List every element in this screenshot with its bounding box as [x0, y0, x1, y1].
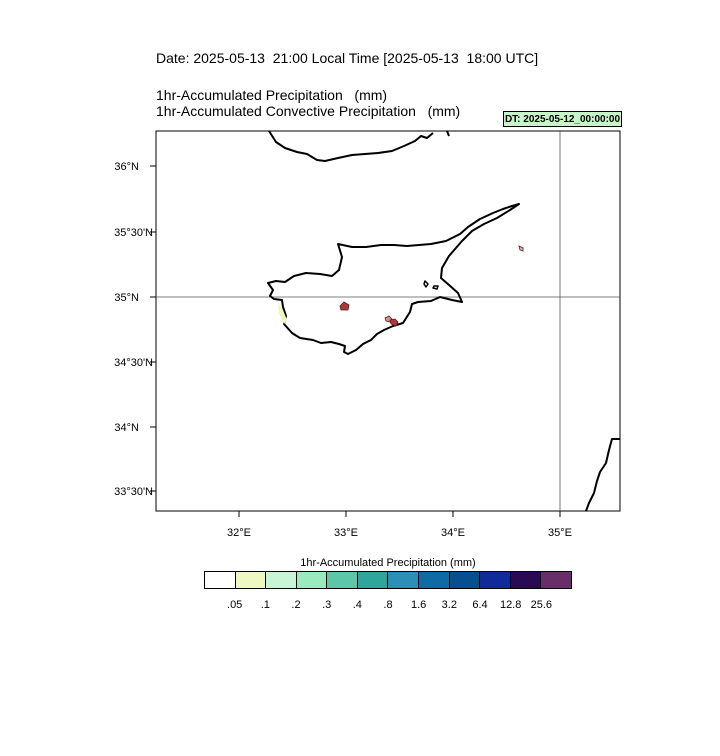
colorbar-swatch [296, 572, 328, 588]
colorbar-label: .05 [227, 599, 243, 611]
colorbar-swatch [449, 572, 481, 588]
lat-tick-label: 34°N [114, 422, 139, 434]
precip-cell-limassol-2 [389, 318, 399, 327]
precip-cell-east [518, 245, 524, 252]
colorbar-title: 1hr-Accumulated Precipitation (mm) [300, 557, 476, 569]
lon-tick-label: 32°E [227, 527, 251, 539]
lon-axis: 32°E 33°E 34°E 35°E [227, 511, 572, 539]
precip-cell-troodos [339, 301, 350, 311]
light-precip-area [278, 303, 287, 324]
colorbar-swatch [480, 572, 511, 588]
colorbar-label: .2 [291, 599, 301, 611]
lat-tick-label: 36°N [114, 161, 139, 173]
colorbar-swatch [205, 572, 236, 588]
colorbar-label: .8 [383, 599, 393, 611]
lat-tick-label: 35°30'N [114, 227, 153, 239]
date-title: Date: 2025-05-13 21:00 Local Time [2025-… [156, 50, 539, 66]
colorbar-swatch [357, 572, 389, 588]
field-title-precip: 1hr-Accumulated Precipitation (mm) [156, 87, 388, 103]
colorbar-label: 6.4 [472, 599, 488, 611]
cyprus-coastline [267, 203, 520, 355]
colorbar-swatch [419, 572, 450, 588]
coastlines [267, 130, 620, 512]
lat-tick-label: 33°30'N [114, 486, 153, 498]
levant-coastline [585, 438, 620, 512]
lon-tick-label: 33°E [334, 527, 358, 539]
colorbar-label: 1.6 [411, 599, 427, 611]
colorbar-swatch [541, 572, 571, 588]
colorbar-swatch [388, 572, 420, 588]
colorbar-label: 25.6 [530, 599, 553, 611]
colorbar-label: .3 [322, 599, 332, 611]
lon-tick-label: 34°E [441, 527, 465, 539]
colorbar-label: .1 [260, 599, 270, 611]
cyprus-islet [423, 280, 429, 288]
colorbar-label: .4 [352, 599, 362, 611]
colorbar-swatch [327, 572, 358, 588]
precip-cells [339, 245, 524, 327]
lat-tick-label: 34°30'N [114, 357, 153, 369]
field-title-convective: 1hr-Accumulated Convective Precipitation… [156, 103, 461, 119]
colorbar-swatch [235, 572, 267, 588]
turkey-coastline-east [446, 130, 450, 137]
lat-tick-label: 35°N [114, 292, 139, 304]
cyprus-islet-2 [432, 285, 439, 290]
map-frame [155, 130, 621, 512]
dt-stamp-badge: DT: 2025-05-12_00:00:00 [503, 111, 622, 127]
lat-axis: 36°N 35°30'N 35°N 34°30'N 34°N 33°30'N [114, 161, 156, 498]
colorbar [204, 571, 572, 589]
colorbar-swatch [266, 572, 297, 588]
colorbar-label: 12.8 [499, 599, 522, 611]
colorbar-label: 3.2 [441, 599, 457, 611]
colorbar-swatch [510, 572, 542, 588]
lon-tick-label: 35°E [548, 527, 572, 539]
turkey-coastline [268, 130, 434, 162]
